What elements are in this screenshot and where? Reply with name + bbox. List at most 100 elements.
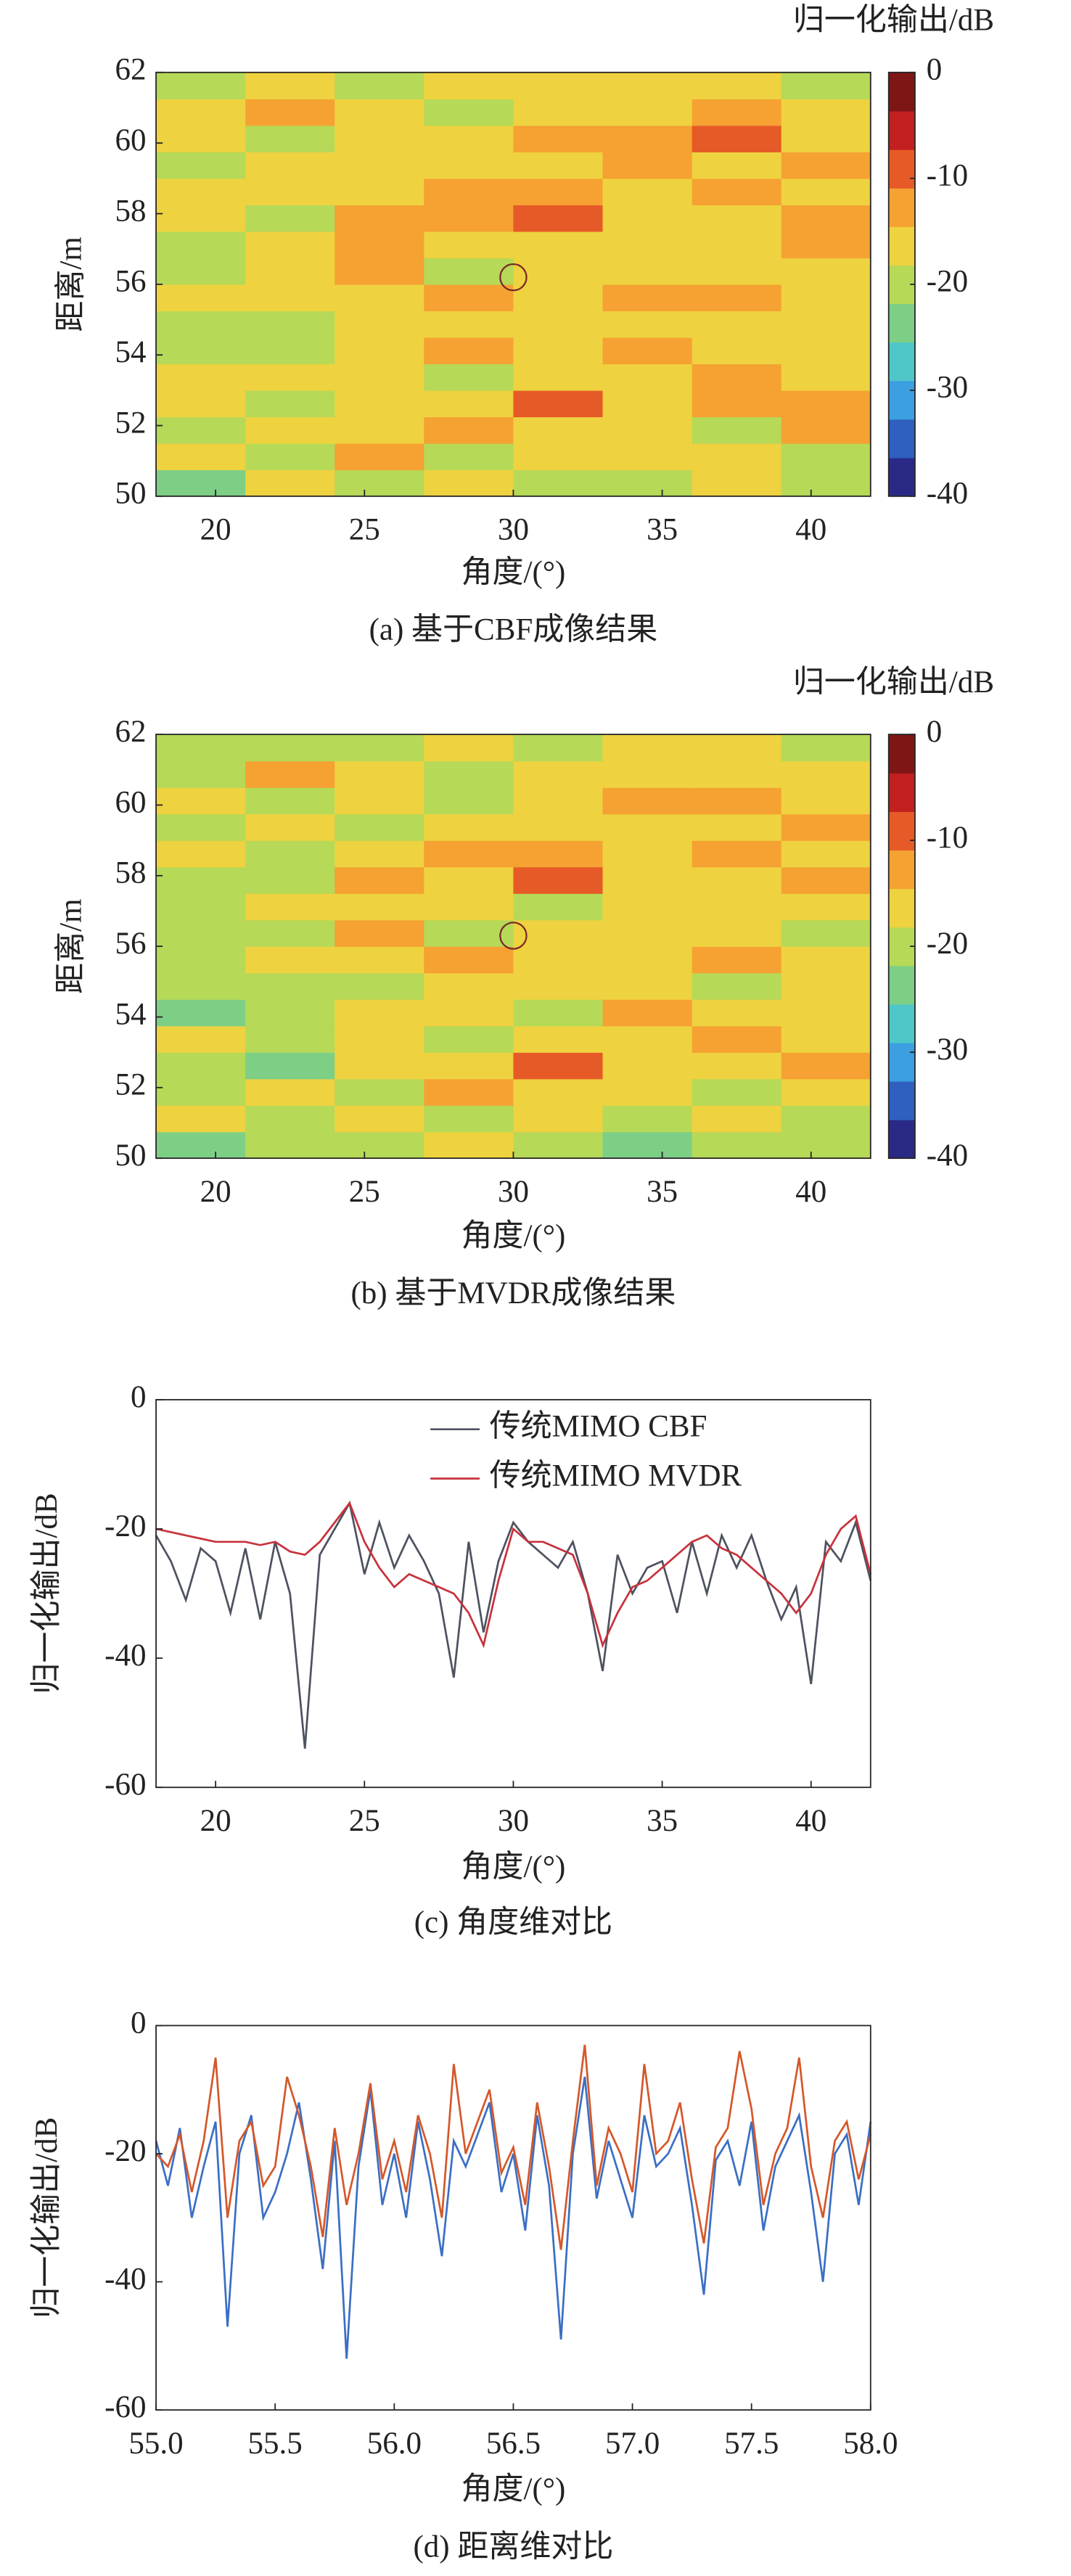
heatmap-cell [781,787,871,815]
heatmap-cell [513,893,604,921]
heatmap-cell [602,1052,693,1080]
x-tick-label: 25 [349,1804,380,1838]
heatmap-cell [424,258,514,285]
heatmap-cell [513,866,604,894]
heatmap-cell [692,787,782,815]
caption: (b) 基于MVDR成像结果 [350,1276,676,1310]
heatmap-cell [781,760,871,788]
heatmap-cell [245,178,335,205]
heatmap-cell [245,469,335,497]
heatmap-cell [781,734,871,762]
heatmap-cell [156,919,246,947]
heatmap-cell [602,919,693,947]
x-tick-label: 30 [498,513,529,547]
heatmap-cell [602,813,693,841]
x-tick-label: 35 [647,1175,678,1209]
heatmap-cell [245,258,335,285]
heatmap-cell [335,919,425,947]
legend-label: 传统MIMO CBF [490,1410,707,1444]
colorbar-segment [888,149,915,189]
heatmap-cell [692,390,782,418]
x-axis-label: 角度/(°) [461,555,566,589]
heatmap-cell [335,258,425,285]
heatmap-cell [424,972,514,1000]
heatmap-cell [692,919,782,947]
y-tick-label: -60 [104,2390,146,2424]
y-tick-label: -40 [104,1638,146,1673]
heatmap-cell [513,284,604,311]
x-axis-label: 角度/(°) [461,2472,566,2506]
heatmap-cell [781,231,871,258]
heatmap-cell [335,866,425,894]
heatmap-cell [335,1105,425,1133]
heatmap-cell [156,417,246,444]
heatmap-cell [335,390,425,418]
heatmap-cell [692,999,782,1027]
heatmap-cell [602,787,693,815]
heatmap-cell [513,311,604,338]
heatmap-cell [424,72,514,99]
colorbar-label: 归一化输出/dB [793,665,994,700]
colorbar-tick-label: -20 [927,927,968,961]
y-tick-label: 50 [115,1139,146,1173]
heatmap-cell [513,258,604,285]
heatmap-cell [156,813,246,841]
heatmap-cell [692,1078,782,1106]
heatmap-cell [781,1131,871,1159]
heatmap-cell [781,840,871,868]
x-tick-label: 57.5 [724,2427,779,2461]
heatmap-cell [602,390,693,418]
heatmap-cell [781,125,871,152]
heatmap-cell [156,1052,246,1080]
heatmap-cell [245,311,335,338]
heatmap-cell [245,72,335,99]
axes-frame [155,1399,871,1789]
heatmap-cell [781,443,871,471]
heatmap-cell [513,99,604,126]
heatmap-cell [602,152,693,179]
heatmap-cell [513,760,604,788]
x-tick-label: 20 [200,1175,231,1209]
heatmap-cell [245,1052,335,1080]
heatmap-cell [781,72,871,99]
heatmap-cell [513,1105,604,1133]
heatmap-cell [335,152,425,179]
heatmap-cell [513,813,604,841]
heatmap-cell [692,1052,782,1080]
x-tick-label: 25 [349,513,380,547]
y-tick-label: -60 [104,1768,146,1802]
heatmap-cell [424,840,514,868]
heatmap-cell [692,443,782,471]
heatmap-cell [156,866,246,894]
colorbar-segment [888,226,915,266]
heatmap-cell [602,946,693,974]
heatmap-cell [245,417,335,444]
heatmap-cell [424,205,514,232]
heatmap-cell [424,946,514,974]
heatmap-cell [424,1131,514,1159]
heatmap-cell [424,1025,514,1053]
heatmap-cell [602,443,693,471]
heatmap-cell [424,760,514,788]
heatmap-cell [156,1025,246,1053]
heatmap-cell [245,284,335,311]
heatmap-cell [424,337,514,365]
series-line [155,2044,872,2250]
heatmap-cell [692,972,782,1000]
colorbar-tick-label: -10 [927,159,968,193]
heatmap-cell [335,337,425,365]
heatmap-cell [424,734,514,762]
colorbar-segment [888,380,915,420]
heatmap-cell [245,787,335,815]
heatmap-cell [245,999,335,1027]
heatmap-cell [692,1105,782,1133]
heatmap-cell [245,919,335,947]
heatmap-cell [513,152,604,179]
caption: (c) 角度维对比 [414,1906,612,1940]
heatmap-cell [781,813,871,841]
heatmap-cell [513,364,604,391]
heatmap-cell [781,311,871,338]
heatmap-cell [156,443,246,471]
heatmap-cell [692,337,782,365]
